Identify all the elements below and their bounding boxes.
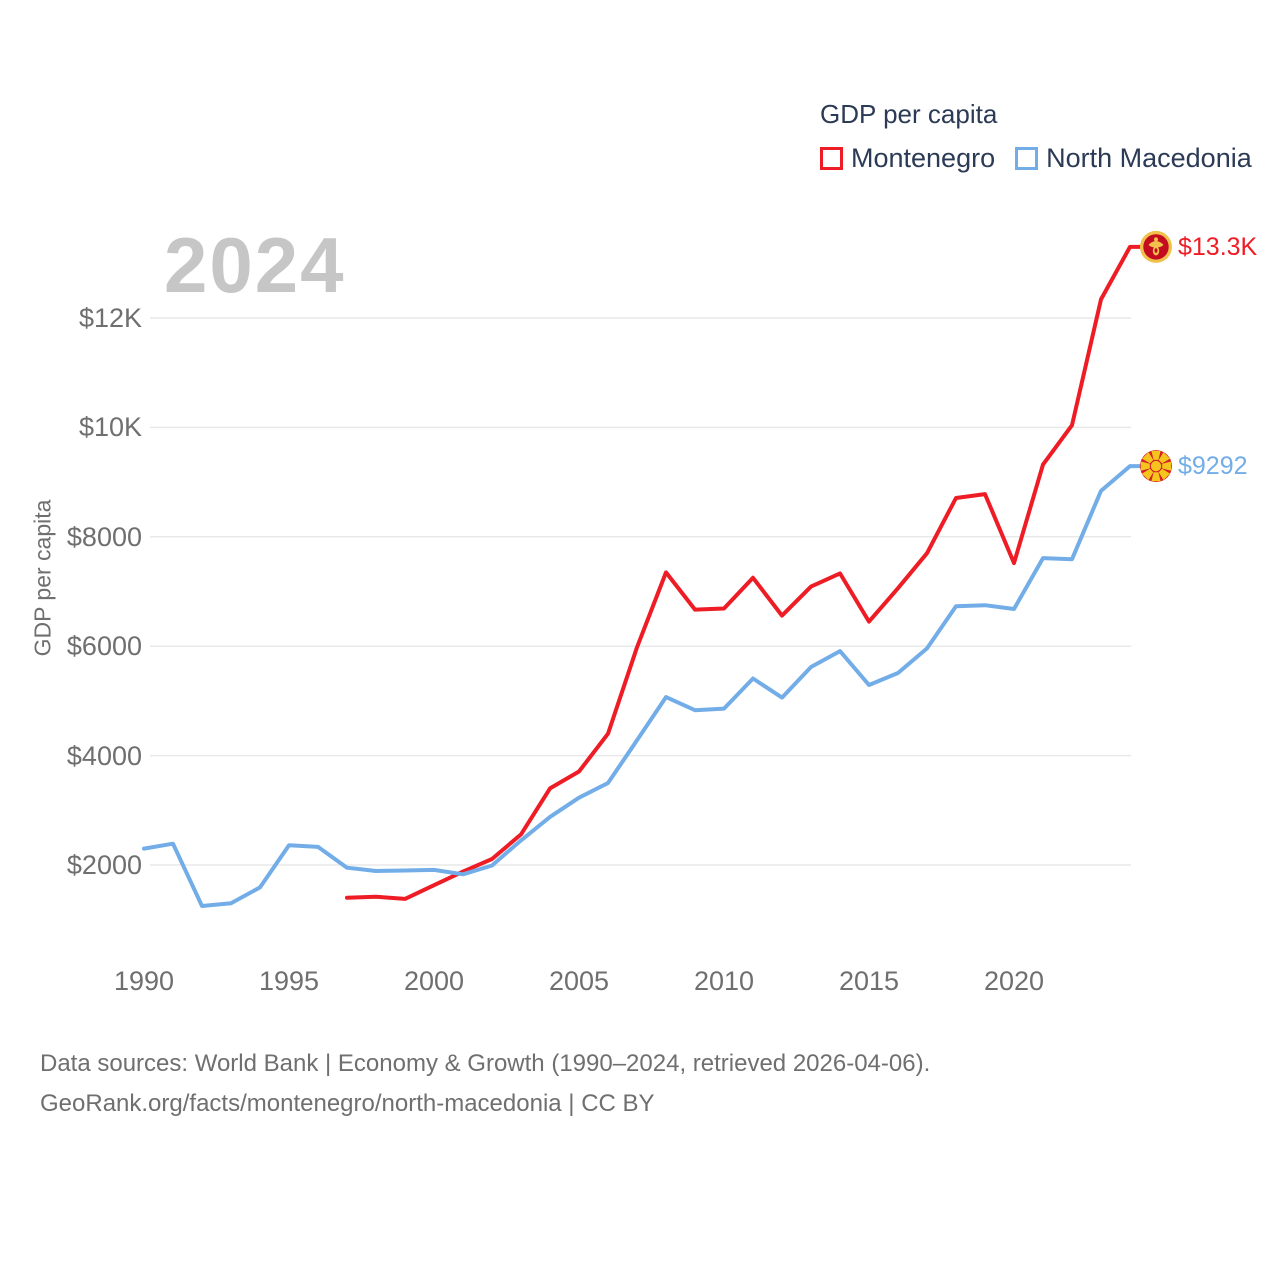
x-axis-tick-label: 2015 — [838, 966, 900, 996]
north-macedonia-swatch-icon — [1015, 147, 1039, 170]
montenegro-value-label: $13.3K — [1178, 232, 1258, 261]
legend-title: GDP per capita — [820, 99, 998, 129]
north-macedonia-flag-icon — [1140, 450, 1172, 483]
y-axis-tick-label: $2000 — [66, 850, 142, 880]
north-macedonia-value-label: $9292 — [1178, 452, 1248, 481]
y-axis-tick-label: $8000 — [66, 521, 142, 552]
x-axis-tick-label: 2020 — [983, 966, 1045, 996]
legend-item-montenegro[interactable]: Montenegro — [820, 143, 995, 174]
y-axis-tick-label: $12K — [78, 303, 142, 333]
legend-label-north-macedonia: North Macedonia — [1046, 143, 1252, 173]
x-axis-tick-label: 1995 — [258, 966, 320, 996]
y-axis-tick-label: $6000 — [66, 631, 142, 662]
montenegro-flag-icon — [1140, 230, 1172, 263]
north-macedonia-line[interactable] — [142, 464, 1143, 908]
legend-item-north-macedonia[interactable]: North Macedonia — [1015, 143, 1252, 174]
footer-link[interactable]: GeoRank.org/facts/montenegro/north-maced… — [40, 1090, 655, 1117]
x-axis-tick-label: 2005 — [548, 966, 610, 996]
footer-sources: Data sources: World Bank | Economy & Gro… — [40, 1050, 931, 1077]
year-watermark: 2024 — [164, 221, 346, 309]
footer: Data sources: World Bank | Economy & Gro… — [40, 1044, 930, 1124]
legend-label-montenegro: Montenegro — [851, 143, 996, 173]
y-axis-tick-label: $4000 — [66, 740, 142, 771]
x-axis-tick-label: 1990 — [113, 966, 175, 996]
legend: GDP per capita Montenegro North Macedoni… — [820, 99, 1252, 174]
x-axis-tick-label: 2000 — [403, 966, 465, 996]
montenegro-line[interactable] — [345, 244, 1143, 901]
y-axis-tick-label: $10K — [78, 412, 142, 443]
legend-items: Montenegro North Macedonia — [820, 143, 1252, 174]
x-axis-tick-label: 2010 — [693, 966, 755, 996]
montenegro-swatch-icon — [820, 147, 843, 170]
